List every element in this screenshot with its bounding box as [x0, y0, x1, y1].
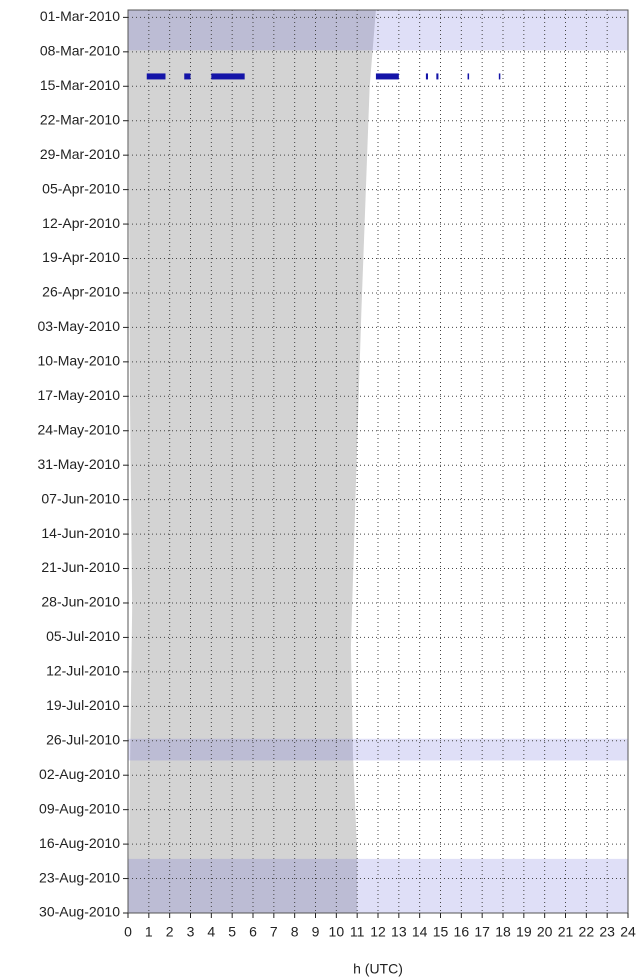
y-tick-label: 19-Apr-2010 — [42, 249, 120, 265]
data-segment — [375, 73, 399, 80]
y-tick-label: 28-Jun-2010 — [41, 594, 120, 610]
x-tick-label: 1 — [145, 924, 153, 940]
x-tick-label: 0 — [124, 924, 132, 940]
x-tick-label: 11 — [350, 924, 365, 940]
y-tick-label: 08-Mar-2010 — [40, 43, 120, 59]
y-tick-label: 30-Aug-2010 — [39, 904, 120, 920]
x-tick-label: 7 — [270, 924, 278, 940]
coverage-band — [128, 738, 628, 761]
x-tick-label: 15 — [433, 924, 449, 940]
y-tick-label: 12-Apr-2010 — [42, 215, 120, 231]
y-tick-label: 09-Aug-2010 — [39, 800, 120, 816]
data-segment — [425, 73, 428, 80]
x-tick-label: 24 — [620, 924, 636, 940]
x-axis-label: h (UTC) — [353, 961, 403, 977]
y-tick-label: 29-Mar-2010 — [40, 146, 120, 162]
x-tick-label: 22 — [579, 924, 595, 940]
x-tick-label: 3 — [187, 924, 195, 940]
x-tick-label: 2 — [166, 924, 174, 940]
x-tick-label: 23 — [599, 924, 615, 940]
x-tick-label: 14 — [412, 924, 428, 940]
x-tick-label: 8 — [291, 924, 299, 940]
x-tick-label: 5 — [228, 924, 236, 940]
x-tick-label: 16 — [454, 924, 470, 940]
y-tick-label: 02-Aug-2010 — [39, 766, 120, 782]
y-tick-label: 22-Mar-2010 — [40, 111, 120, 127]
x-tick-label: 19 — [516, 924, 532, 940]
x-tick-label: 6 — [249, 924, 257, 940]
y-tick-label: 21-Jun-2010 — [41, 559, 120, 575]
y-tick-label: 12-Jul-2010 — [46, 663, 120, 679]
y-tick-label: 24-May-2010 — [38, 421, 121, 437]
y-tick-label: 26-Jul-2010 — [46, 731, 120, 747]
y-tick-label: 05-Apr-2010 — [42, 180, 120, 196]
y-tick-label: 01-Mar-2010 — [40, 8, 120, 24]
y-tick-label: 23-Aug-2010 — [39, 869, 120, 885]
data-segment — [211, 73, 245, 80]
x-tick-label: 12 — [370, 924, 386, 940]
y-tick-label: 10-May-2010 — [38, 353, 121, 369]
x-tick-label: 21 — [558, 924, 574, 940]
x-tick-label: 20 — [537, 924, 553, 940]
data-segment — [146, 73, 166, 80]
x-tick-label: 4 — [207, 924, 215, 940]
data-segment — [436, 73, 439, 80]
data-segment — [467, 73, 470, 80]
coverage-band — [128, 858, 628, 913]
y-tick-label: 03-May-2010 — [38, 318, 121, 334]
x-tick-label: 10 — [329, 924, 345, 940]
data-segment — [498, 73, 501, 80]
y-tick-label: 14-Jun-2010 — [41, 525, 120, 541]
x-tick-label: 13 — [391, 924, 407, 940]
y-tick-label: 19-Jul-2010 — [46, 697, 120, 713]
y-tick-label: 05-Jul-2010 — [46, 628, 120, 644]
y-tick-label: 16-Aug-2010 — [39, 835, 120, 851]
y-tick-label: 15-Mar-2010 — [40, 77, 120, 93]
x-tick-label: 9 — [312, 924, 320, 940]
y-tick-label: 17-May-2010 — [38, 387, 121, 403]
y-tick-label: 07-Jun-2010 — [41, 490, 120, 506]
y-tick-label: 26-Apr-2010 — [42, 284, 120, 300]
y-tick-label: 31-May-2010 — [38, 456, 121, 472]
x-tick-label: 17 — [474, 924, 490, 940]
data-segment — [184, 73, 191, 80]
x-tick-label: 18 — [495, 924, 511, 940]
night-area — [128, 10, 376, 913]
